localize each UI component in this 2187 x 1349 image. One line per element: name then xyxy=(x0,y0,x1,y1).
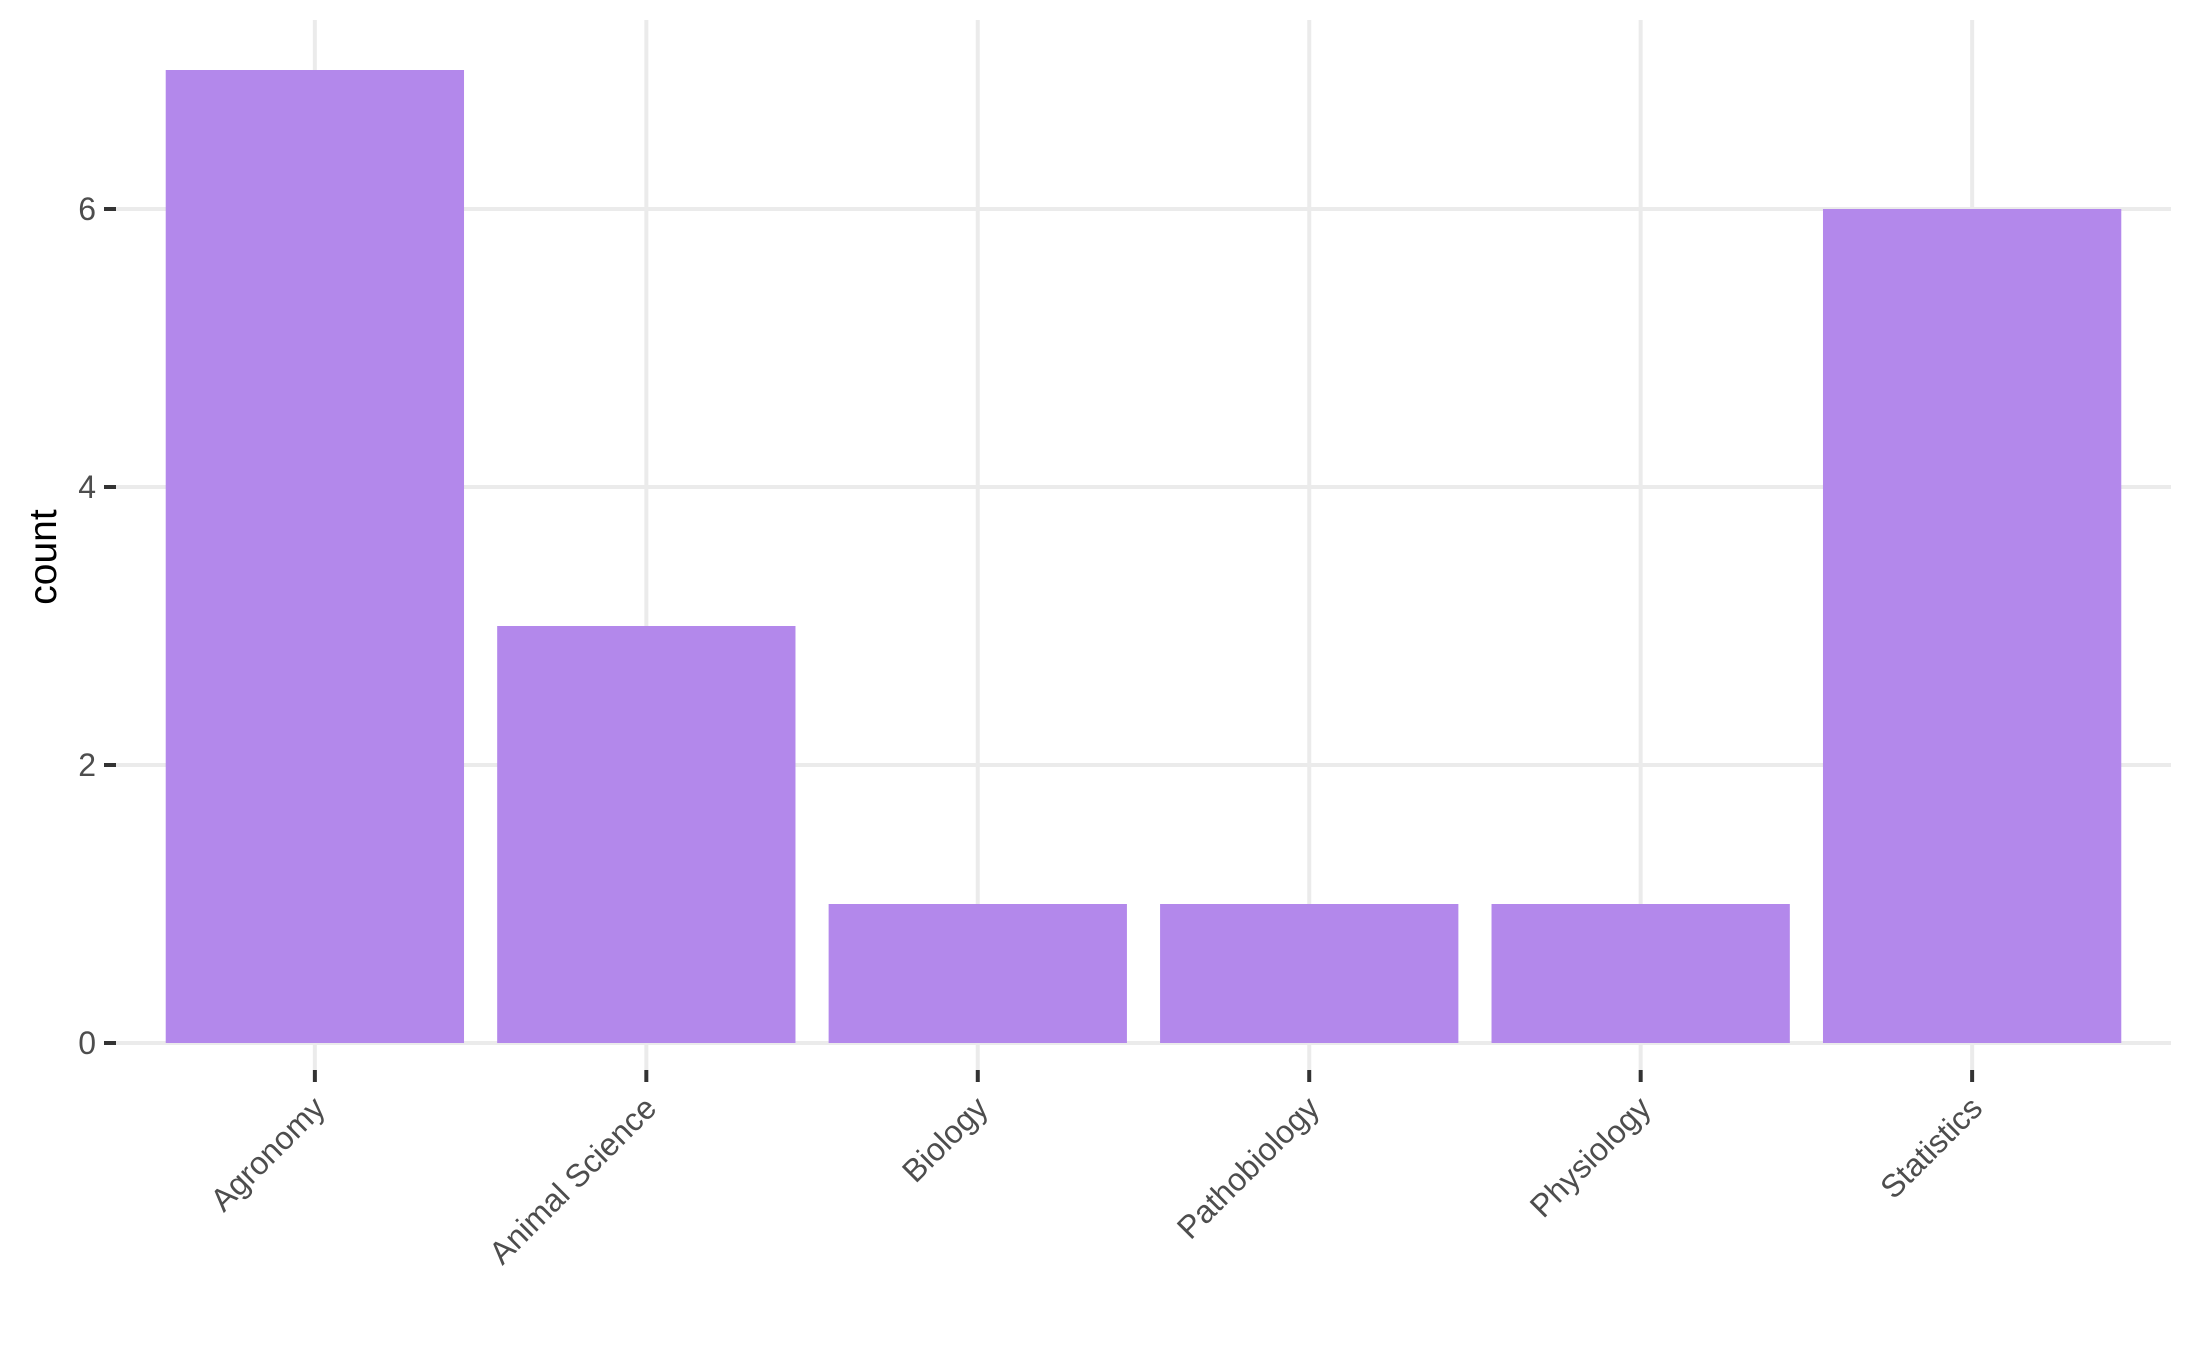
y-axis: 0 2 4 6 xyxy=(78,191,116,1061)
bar-physiology xyxy=(1491,904,1790,1043)
bar-biology xyxy=(828,904,1127,1043)
bar-agronomy xyxy=(165,70,465,1043)
y-tick-label-0: 0 xyxy=(78,1025,96,1061)
x-tick-label-2: Biology xyxy=(895,1089,995,1189)
x-tick-label-1: Animal Science xyxy=(482,1089,663,1270)
x-tick-label-4: Physiology xyxy=(1523,1089,1658,1224)
y-tick-label-2: 4 xyxy=(78,469,96,505)
y-axis-title: count xyxy=(22,509,65,605)
bar-pathobiology xyxy=(1160,904,1459,1043)
bar-animal-science xyxy=(497,626,796,1043)
x-tick-label-0: Agronomy xyxy=(203,1089,332,1218)
x-tick-label-5: Statistics xyxy=(1873,1089,1989,1205)
y-tick-label-3: 6 xyxy=(78,191,96,227)
x-tick-label-3: Pathobiology xyxy=(1170,1089,1326,1245)
bar-statistics xyxy=(1822,209,2122,1043)
y-tick-label-1: 2 xyxy=(78,747,96,783)
bars xyxy=(165,70,2122,1043)
x-axis: Agronomy Animal Science Biology Pathobiolog… xyxy=(203,1070,1989,1271)
